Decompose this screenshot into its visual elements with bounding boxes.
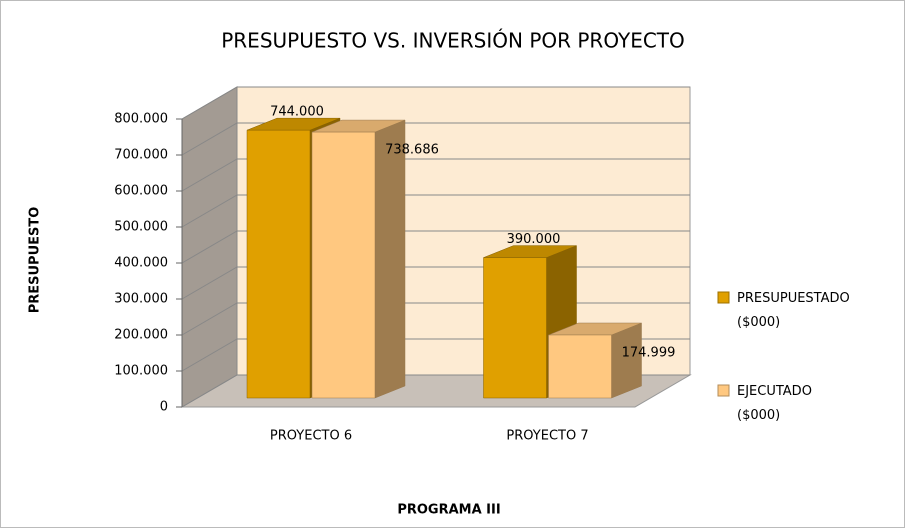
data-label: 738.686 <box>385 143 439 158</box>
y-tick-label: 400.000 <box>114 256 168 271</box>
chart-title: PRESUPUESTO VS. INVERSIÓN POR PROYECTO <box>221 29 685 53</box>
data-label: 174.999 <box>622 346 676 361</box>
legend-swatch <box>717 384 730 397</box>
y-tick-label: 800.000 <box>114 112 168 127</box>
grid-line <box>181 86 690 120</box>
data-label: 390.000 <box>507 232 561 247</box>
grid-line <box>181 230 690 264</box>
y-tick-label: 500.000 <box>114 220 168 235</box>
data-label: 744.000 <box>270 105 324 120</box>
y-axis-title: PRESUPUESTO <box>28 207 43 314</box>
bar-face <box>483 257 547 399</box>
bar <box>311 119 406 399</box>
grid-line <box>181 122 690 156</box>
x-tick-label: PROYECTO 6 <box>270 429 352 444</box>
y-tick-label: 0 <box>160 400 168 415</box>
bar-face <box>374 119 406 399</box>
x-axis-title: PROGRAMA III <box>397 503 500 518</box>
bar-face <box>246 129 311 399</box>
y-tick-label: 700.000 <box>114 148 168 163</box>
bar-face <box>548 334 612 399</box>
bar-face <box>311 131 376 399</box>
y-tick-label: 300.000 <box>114 292 168 307</box>
y-tick-label: 600.000 <box>114 184 168 199</box>
bar <box>548 322 642 399</box>
grid-line <box>181 158 690 192</box>
y-tick-label: 100.000 <box>114 364 168 379</box>
y-tick-label: 200.000 <box>114 328 168 343</box>
legend-label: EJECUTADO ($000) <box>737 384 812 423</box>
grid-line <box>181 194 690 228</box>
legend-swatch <box>717 291 730 304</box>
x-tick-label: PROYECTO 7 <box>506 429 588 444</box>
legend-label: PRESUPUESTADO ($000) <box>737 291 850 330</box>
